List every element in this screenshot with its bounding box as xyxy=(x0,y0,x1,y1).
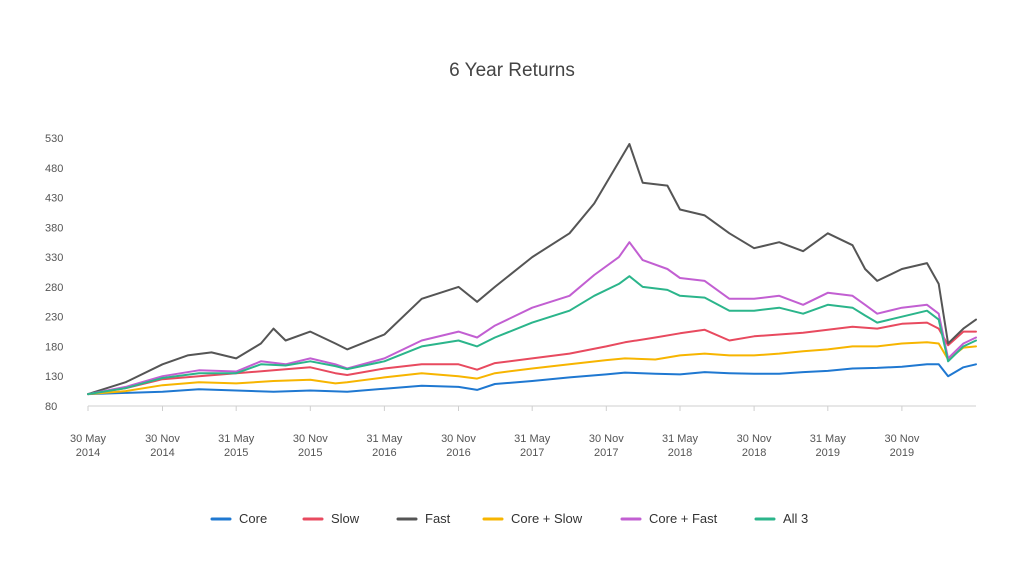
x-tick-label: 30 Nov 2017 xyxy=(589,433,624,459)
legend-label: Slow xyxy=(331,511,360,526)
series-line-fast xyxy=(87,143,977,396)
x-tick-label: 31 May 2019 xyxy=(810,433,847,459)
y-tick-label: 180 xyxy=(45,341,63,353)
y-tick-label: 480 xyxy=(45,163,63,175)
y-tick-label: 530 xyxy=(45,133,63,145)
x-tick-label: 30 May 2014 xyxy=(70,433,107,459)
chart-title: 6 Year Returns xyxy=(449,60,575,81)
x-tick-label: 30 Nov 2016 xyxy=(441,433,476,459)
x-tick-label: 30 Nov 2018 xyxy=(737,433,772,459)
series-line-core xyxy=(87,363,977,396)
x-tick-label: 30 Nov 2019 xyxy=(884,433,919,459)
x-tick-label: 31 May 2016 xyxy=(366,433,403,459)
x-tick-label: 31 May 2017 xyxy=(514,433,551,459)
y-tick-label: 430 xyxy=(45,193,63,205)
x-tick-label: 31 May 2018 xyxy=(662,433,699,459)
legend-label: All 3 xyxy=(783,511,808,526)
legend-label: Core xyxy=(239,511,267,526)
series-line-core-fast xyxy=(87,241,977,396)
legend-label: Fast xyxy=(425,511,451,526)
legend-label: Core + Slow xyxy=(511,511,583,526)
y-tick-label: 230 xyxy=(45,312,63,324)
series-line-all-3 xyxy=(87,275,977,396)
x-tick-label: 30 Nov 2015 xyxy=(293,433,328,459)
x-tick-label: 31 May 2015 xyxy=(218,433,255,459)
y-tick-label: 80 xyxy=(45,401,57,413)
y-tick-label: 130 xyxy=(45,371,63,383)
y-tick-label: 330 xyxy=(45,252,63,264)
legend-label: Core + Fast xyxy=(649,511,718,526)
y-tick-label: 280 xyxy=(45,282,63,294)
series-line-core-slow xyxy=(87,341,977,396)
y-tick-label: 380 xyxy=(45,222,63,234)
series-line-slow xyxy=(87,321,977,396)
x-tick-label: 30 Nov 2014 xyxy=(145,433,180,459)
